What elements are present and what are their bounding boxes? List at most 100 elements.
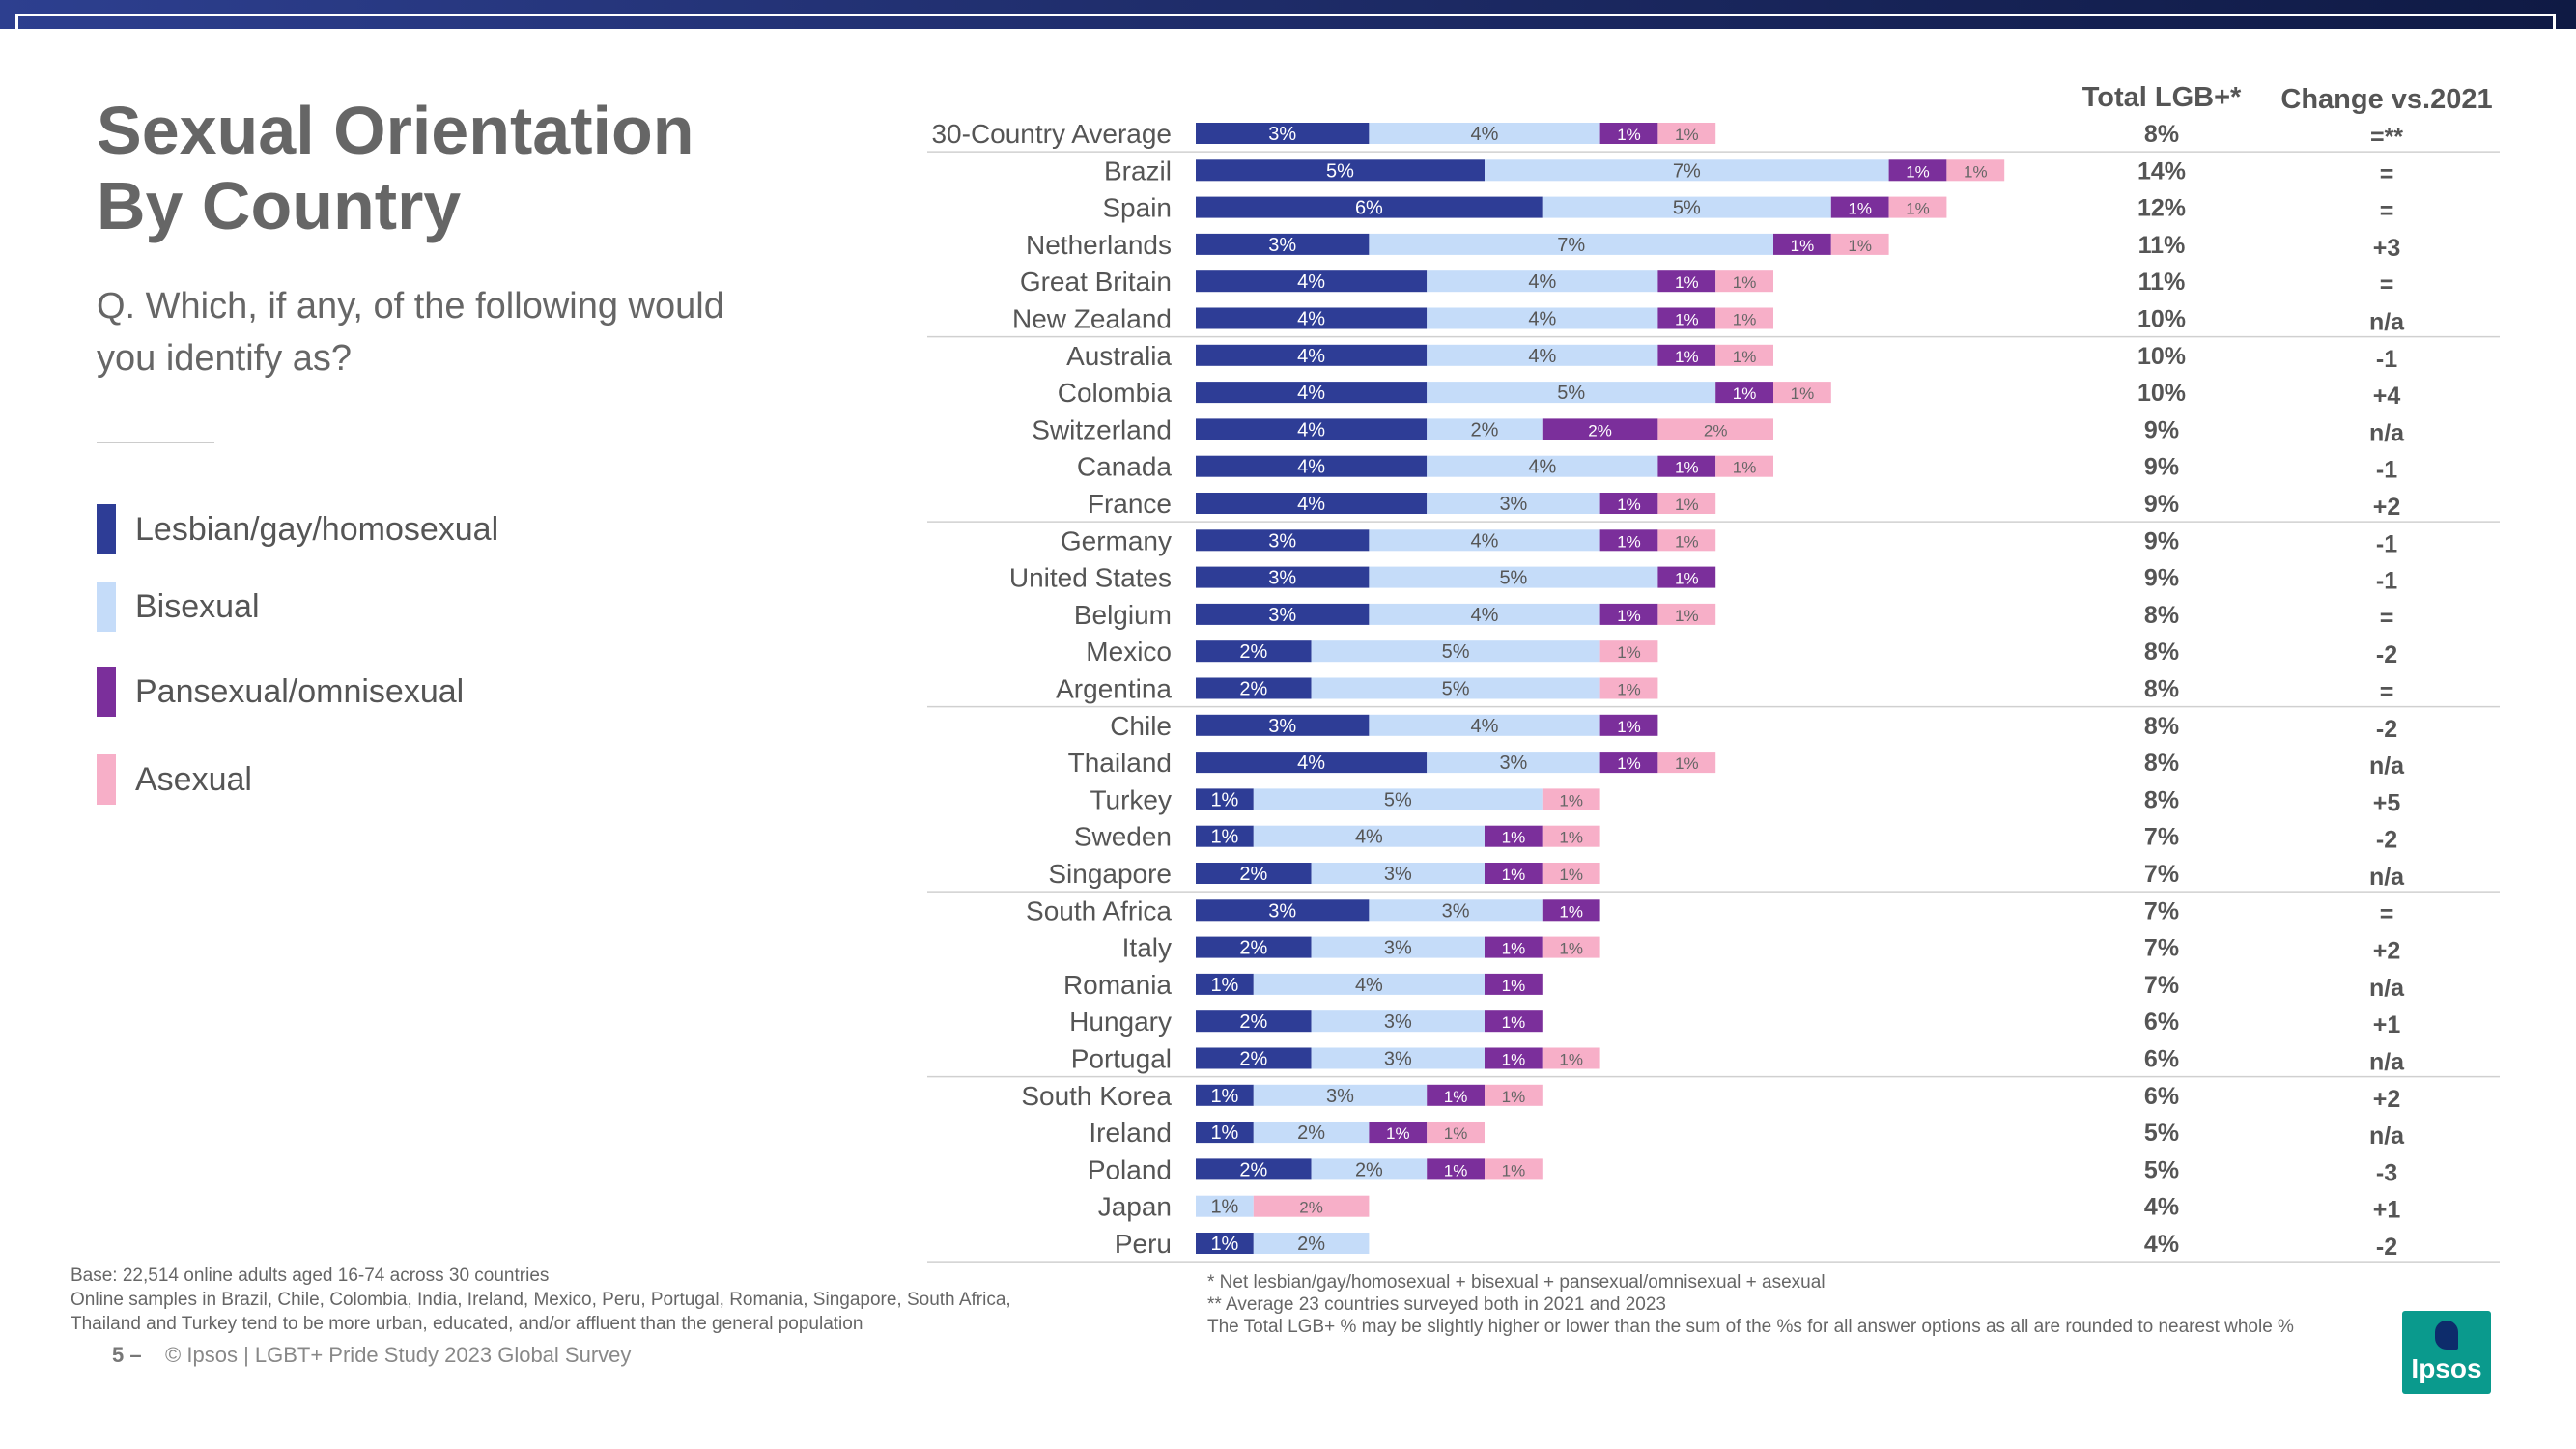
bar-segment-pansexual: [1657, 270, 1716, 293]
change-value: -1: [2376, 346, 2397, 373]
bar-segment-asexual: [1946, 159, 2005, 182]
bar-segment-lesbian-gay: [1196, 752, 1428, 774]
data-label: 1%: [1559, 866, 1583, 884]
bar-segment-bisexual: [1253, 825, 1485, 847]
bar-segment-bisexual: [1369, 529, 1600, 552]
bar-segment-bisexual: [1311, 677, 1600, 699]
bar-segment-lesbian-gay: [1196, 788, 1254, 810]
change-value: n/a: [2369, 419, 2405, 446]
total-value: 6%: [2144, 1083, 2179, 1110]
data-label: 1%: [1675, 273, 1699, 292]
country-label: Switzerland: [1032, 414, 1172, 444]
data-label: 5%: [1673, 198, 1701, 219]
data-label: 1%: [1675, 754, 1699, 773]
data-label: 2%: [1297, 1122, 1325, 1144]
data-label: 1%: [1733, 459, 1757, 477]
legend-swatch: [97, 667, 116, 717]
country-label: Sweden: [1074, 822, 1172, 852]
bar-segment-bisexual: [1253, 1233, 1370, 1254]
bar-segment-asexual: [1599, 677, 1658, 699]
bar-segment-pansexual: [1715, 382, 1773, 404]
bar-segment-bisexual: [1427, 493, 1600, 514]
bar-segment-lesbian-gay: [1196, 863, 1312, 884]
bar-segment-bisexual: [1311, 1047, 1485, 1069]
country-label: Colombia: [1058, 378, 1173, 408]
data-label: 1%: [1210, 789, 1238, 810]
country-label: New Zealand: [1012, 304, 1172, 334]
bar-segment-lesbian-gay: [1196, 640, 1312, 663]
bar-segment-bisexual: [1253, 1084, 1428, 1106]
data-label: 1%: [1964, 162, 1988, 181]
bar-segment-lesbian-gay: [1196, 603, 1370, 625]
data-label: 1%: [1675, 459, 1699, 477]
base-note: Online samples in Brazil, Chile, Colombi…: [71, 1290, 1011, 1310]
data-label: 2%: [1299, 1199, 1323, 1217]
bar-segment-bisexual: [1369, 603, 1600, 625]
change-value: n/a: [2369, 975, 2405, 1002]
data-label: 1%: [1502, 829, 1526, 847]
data-label: 4%: [1297, 309, 1325, 330]
data-label: 2%: [1239, 641, 1267, 663]
data-label: 3%: [1384, 1049, 1412, 1070]
base-note: Thailand and Turkey tend to be more urba…: [71, 1314, 863, 1334]
chart-rows: 30-Country Average 3% 4% 1% 1% 8% =**Brazil 5% 7…: [927, 119, 2500, 1263]
bar-segment-lesbian-gay: [1196, 1084, 1254, 1106]
country-label: Italy: [1122, 933, 1172, 963]
data-label: 1%: [1733, 348, 1757, 366]
country-label: Ireland: [1089, 1118, 1172, 1148]
bar-segment-asexual: [1715, 344, 1773, 366]
bar-segment-asexual: [1657, 493, 1716, 514]
data-label: 4%: [1471, 716, 1499, 737]
data-label: 2%: [1239, 1159, 1267, 1180]
data-label: 2%: [1239, 938, 1267, 959]
change-value: =: [2380, 605, 2394, 632]
change-value: -2: [2376, 641, 2397, 668]
bar-segment-asexual: [1542, 936, 1600, 958]
header-change: Change vs.2021: [2280, 84, 2492, 115]
bar-segment-asexual: [1657, 123, 1716, 144]
data-label: 2%: [1355, 1159, 1383, 1180]
bar-segment-bisexual: [1427, 307, 1658, 329]
bar-segment-pansexual: [1599, 529, 1658, 552]
bar-segment-lesbian-gay: [1196, 344, 1428, 366]
bar-segment-bisexual: [1311, 936, 1485, 958]
data-label: 3%: [1499, 753, 1527, 774]
bar-segment-lesbian-gay: [1196, 1233, 1254, 1254]
bar-segment-lesbian-gay: [1196, 1158, 1312, 1180]
bar-segment-asexual: [1888, 196, 1947, 218]
data-label: 1%: [1733, 273, 1757, 292]
change-value: -3: [2376, 1159, 2397, 1186]
bar-segment-lesbian-gay: [1196, 714, 1370, 736]
country-label: Germany: [1061, 526, 1172, 555]
total-value: 4%: [2144, 1194, 2179, 1221]
data-label: 4%: [1471, 124, 1499, 145]
bar-segment-lesbian-gay: [1196, 159, 1485, 182]
bar-segment-asexual: [1657, 603, 1716, 625]
data-label: 1%: [1502, 866, 1526, 884]
change-value: -2: [2376, 1234, 2397, 1261]
data-label: 3%: [1268, 124, 1296, 145]
header-total: Total LGB+*: [2082, 82, 2242, 113]
bar-segment-asexual: [1715, 307, 1773, 329]
total-value: 5%: [2144, 1120, 2179, 1147]
country-label: Netherlands: [1026, 230, 1172, 260]
data-label: 1%: [1675, 570, 1699, 588]
country-label: Peru: [1115, 1229, 1172, 1259]
legend-label: Lesbian/gay/homosexual: [135, 511, 499, 548]
bar-segment-pansexual: [1599, 714, 1658, 736]
data-label: 3%: [1326, 1086, 1354, 1107]
bar-segment-pansexual: [1657, 455, 1716, 477]
change-value: +1: [2373, 1197, 2401, 1224]
ipsos-logo: Ipsos: [2402, 1311, 2491, 1394]
total-value: 7%: [2144, 861, 2179, 888]
total-value: 8%: [2144, 121, 2179, 148]
bar-segment-lesbian-gay: [1196, 196, 1543, 218]
bar-segment-pansexual: [1427, 1084, 1485, 1106]
bar-segment-bisexual: [1427, 455, 1658, 477]
change-value: -2: [2376, 827, 2397, 854]
bar-segment-lesbian-gay: [1196, 899, 1370, 922]
bar-segment-asexual: [1485, 1158, 1543, 1180]
data-label: 1%: [1502, 1088, 1526, 1106]
base-notes: Base: 22,514 online adults aged 16-74 ac…: [71, 1264, 1056, 1336]
